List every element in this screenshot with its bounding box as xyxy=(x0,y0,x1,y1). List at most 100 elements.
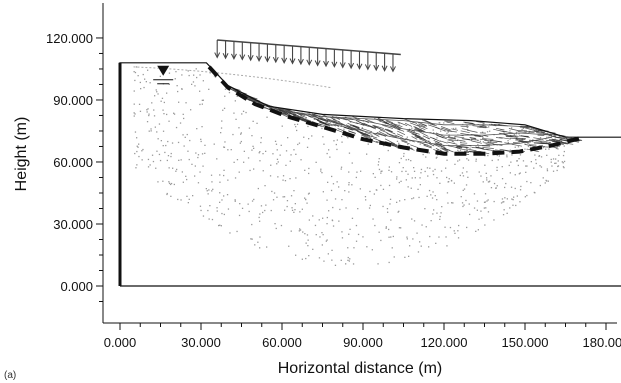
mesh-point xyxy=(192,195,194,197)
mesh-point xyxy=(336,139,338,141)
mesh-point xyxy=(202,99,204,101)
mesh-point xyxy=(557,160,559,162)
displacement-vector xyxy=(429,123,437,127)
mesh-point xyxy=(454,232,456,234)
displacement-vector xyxy=(379,120,388,125)
mesh-point xyxy=(465,199,467,202)
mesh-point xyxy=(238,127,240,129)
displacement-vector xyxy=(364,132,371,137)
displacement-vector xyxy=(517,131,527,133)
mesh-point xyxy=(170,152,172,155)
load-arrow-head xyxy=(390,66,396,73)
mesh-point xyxy=(175,126,178,129)
mesh-point xyxy=(143,86,145,89)
mesh-point xyxy=(506,154,508,156)
displacement-vector xyxy=(543,140,551,144)
displacement-vector xyxy=(454,136,465,139)
mesh-point xyxy=(213,143,215,145)
mesh-point xyxy=(149,164,151,166)
mesh-point xyxy=(332,225,335,227)
mesh-point xyxy=(508,164,510,167)
mesh-point xyxy=(477,139,479,142)
displacement-vector xyxy=(451,128,459,131)
mesh-point xyxy=(223,146,225,148)
mesh-point xyxy=(305,257,307,260)
mesh-point xyxy=(295,126,297,128)
mesh-point xyxy=(194,175,196,177)
mesh-point xyxy=(487,141,489,143)
mesh-point xyxy=(134,71,137,74)
mesh-point xyxy=(441,206,443,208)
mesh-point xyxy=(166,192,168,195)
mesh-point xyxy=(155,89,157,91)
mesh-point xyxy=(133,115,135,117)
mesh-point xyxy=(257,241,259,243)
mesh-point xyxy=(320,170,322,172)
mesh-point xyxy=(466,126,468,129)
x-tick-label: 180.000 xyxy=(583,335,621,350)
x-tick-label: 0.000 xyxy=(104,335,137,350)
mesh-point xyxy=(552,158,555,160)
mesh-point xyxy=(304,197,306,199)
mesh-point xyxy=(347,137,349,139)
displacement-vector xyxy=(391,122,402,129)
mesh-point xyxy=(389,198,392,200)
displacement-vector xyxy=(520,135,529,138)
mesh-point xyxy=(436,156,438,158)
mesh-point xyxy=(276,196,278,198)
mesh-point xyxy=(404,199,406,201)
mesh-point xyxy=(331,175,333,178)
displacement-vector xyxy=(465,148,477,152)
mesh-point xyxy=(202,215,205,217)
mesh-point xyxy=(333,140,335,142)
mesh-point xyxy=(277,176,279,178)
mesh-point xyxy=(398,210,400,212)
mesh-point-cloud xyxy=(133,66,567,266)
mesh-point xyxy=(195,152,197,154)
mesh-point xyxy=(407,143,409,146)
displacement-vector xyxy=(508,128,518,131)
mesh-point xyxy=(230,149,232,151)
mesh-point xyxy=(560,140,562,143)
load-arrow-head xyxy=(348,62,355,70)
mesh-point xyxy=(213,75,216,77)
mesh-point xyxy=(134,79,136,82)
mesh-point xyxy=(291,209,294,211)
mesh-point xyxy=(200,209,202,212)
load-arrow-head xyxy=(364,64,371,71)
mesh-point xyxy=(473,193,476,195)
mesh-point xyxy=(496,154,498,157)
mesh-point xyxy=(371,134,373,137)
displacement-vector xyxy=(466,129,478,133)
mesh-point xyxy=(220,225,222,227)
mesh-point xyxy=(340,166,343,168)
mesh-point xyxy=(419,177,421,179)
mesh-point xyxy=(334,198,337,200)
mesh-point xyxy=(483,207,485,209)
mesh-point xyxy=(210,174,213,176)
mesh-point xyxy=(311,135,313,137)
mesh-point xyxy=(482,181,484,183)
mesh-point xyxy=(224,88,227,90)
mesh-point xyxy=(166,113,168,116)
mesh-point xyxy=(351,184,353,186)
mesh-point xyxy=(428,246,430,248)
mesh-point xyxy=(557,148,559,150)
mesh-point xyxy=(563,145,565,147)
displacement-vector xyxy=(446,121,455,125)
mesh-point xyxy=(462,205,464,208)
mesh-point xyxy=(425,156,427,158)
mesh-point xyxy=(449,226,452,229)
mesh-point xyxy=(321,232,323,234)
displacement-vector xyxy=(300,115,308,119)
mesh-point xyxy=(207,193,209,195)
displacement-vector xyxy=(386,132,398,138)
displacement-vector xyxy=(354,129,366,135)
mesh-point xyxy=(146,111,148,113)
mesh-point xyxy=(562,154,565,157)
mesh-point xyxy=(446,159,448,161)
mesh-point xyxy=(326,223,328,225)
mesh-point xyxy=(188,158,190,161)
mesh-point xyxy=(393,256,395,258)
mesh-point xyxy=(258,216,260,219)
